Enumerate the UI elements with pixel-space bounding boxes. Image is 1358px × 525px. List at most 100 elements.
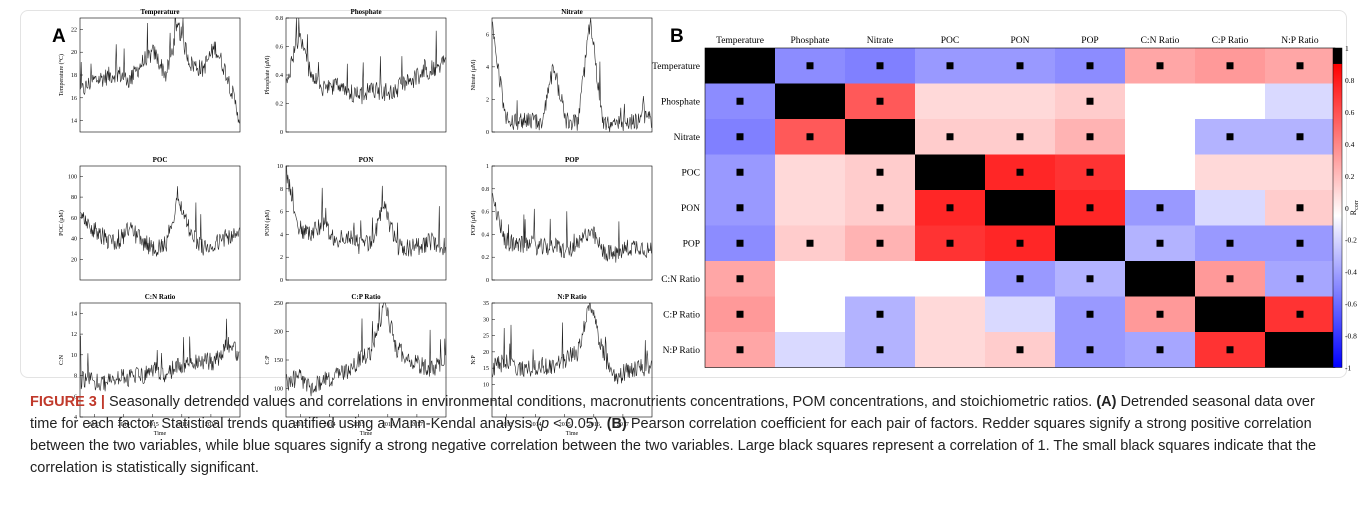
y-tick-label: 250 bbox=[274, 301, 283, 307]
x-tick-label: 2016 bbox=[176, 422, 188, 428]
y-tick-label: 6 bbox=[280, 210, 283, 216]
significance-marker bbox=[806, 133, 814, 141]
y-tick-label: 2 bbox=[486, 97, 489, 103]
x-tick-label: 2013 bbox=[295, 422, 307, 428]
subplot-title: C:P Ratio bbox=[351, 293, 381, 301]
significance-marker bbox=[876, 310, 884, 318]
y-axis-label: POP (μM) bbox=[470, 211, 477, 236]
significance-marker bbox=[736, 168, 744, 176]
row-label-c-p-ratio: C:P Ratio bbox=[663, 310, 700, 320]
heatmap-cell-nitrate-nitrate bbox=[845, 119, 915, 155]
y-axis-label: Temperature (°C) bbox=[58, 54, 65, 96]
heatmap-cell-c-n-ratio-nitrate bbox=[845, 261, 915, 297]
y-axis-label: C:N bbox=[59, 354, 65, 365]
series-line-phosphate bbox=[286, 17, 446, 105]
significance-marker bbox=[876, 239, 884, 247]
subplot-temperature: Temperature 14 16 18 20 22 Temperature (°C) bbox=[58, 8, 241, 133]
x-tick-label: 2014 bbox=[530, 422, 542, 428]
y-tick-label: 0.8 bbox=[276, 16, 284, 22]
significance-marker bbox=[946, 133, 954, 141]
y-axis-label: Phosphate (μM) bbox=[264, 56, 271, 95]
significance-marker bbox=[1016, 239, 1024, 247]
colorbar-top-black bbox=[1333, 48, 1342, 64]
significance-marker bbox=[1296, 204, 1304, 212]
row-label-temperature: Temperature bbox=[652, 62, 700, 72]
colorbar-gradient-bar bbox=[1333, 63, 1342, 368]
colorbar-label-subscript: corr bbox=[1354, 200, 1358, 210]
y-tick-label: 0 bbox=[486, 278, 489, 284]
panel-b-label: B bbox=[670, 26, 684, 47]
y-axis-label: Nitrate (μM) bbox=[470, 60, 477, 91]
series-line-nitrate bbox=[492, 17, 652, 132]
subplot-poc: POC 20 40 60 80 100 POC (μM) bbox=[58, 156, 241, 281]
row-label-pop: POP bbox=[683, 239, 700, 249]
heatmap-cell-nitrate-c-n-ratio bbox=[1125, 119, 1195, 155]
subplot-n-p-ratio: N:P Ratio 5 10 15 20 25 30 35 2013 2014 2015 2016 20… bbox=[471, 293, 653, 437]
significance-marker bbox=[736, 346, 744, 354]
column-label-pon: PON bbox=[1010, 36, 1029, 46]
significance-marker bbox=[1016, 346, 1024, 354]
y-tick-label: 25 bbox=[483, 334, 489, 340]
x-tick-label: 2014 bbox=[118, 422, 130, 428]
colorbar-tick-label: 0 bbox=[1345, 204, 1349, 213]
subplot-axes-box bbox=[491, 302, 653, 418]
significance-marker bbox=[1016, 275, 1024, 283]
heatmap-cell-c-p-ratio-poc bbox=[915, 296, 985, 332]
significance-marker bbox=[1226, 133, 1234, 141]
subplot-phosphate: Phosphate 0 0.2 0.4 0.6 0.8 Phosphate (μM) bbox=[264, 8, 447, 136]
significance-marker bbox=[1296, 239, 1304, 247]
significance-marker bbox=[1016, 133, 1024, 141]
significance-marker bbox=[876, 168, 884, 176]
heatmap-cell-pon-pon bbox=[985, 190, 1055, 226]
significance-marker bbox=[1156, 239, 1164, 247]
y-tick-label: 4 bbox=[74, 415, 77, 421]
significance-marker bbox=[1016, 168, 1024, 176]
y-tick-label: 15 bbox=[483, 366, 489, 372]
caption-text-2: Detrended seasonal data over time for ea… bbox=[30, 394, 1315, 432]
heatmap-cell-c-p-ratio-pon bbox=[985, 296, 1055, 332]
y-tick-label: 40 bbox=[71, 237, 77, 243]
y-tick-label: 0.2 bbox=[482, 255, 490, 261]
subplot-axes-box bbox=[79, 302, 241, 418]
column-label-c-p-ratio: C:P Ratio bbox=[1212, 36, 1249, 46]
colorbar-tick-label: 1 bbox=[1345, 44, 1349, 53]
x-tick-label: 2016 bbox=[588, 422, 600, 428]
heatmap-cell-phosphate-n-p-ratio bbox=[1265, 83, 1335, 119]
significance-marker bbox=[946, 239, 954, 247]
significance-marker bbox=[1086, 275, 1094, 283]
significance-marker bbox=[736, 204, 744, 212]
heatmap-cell-n-p-ratio-poc bbox=[915, 332, 985, 368]
caption-p-symbol: p bbox=[541, 416, 550, 432]
y-tick-label: 100 bbox=[274, 387, 283, 393]
significance-marker bbox=[1296, 133, 1304, 141]
heatmap-cell-pon-phosphate bbox=[775, 190, 845, 226]
x-axis-label: Time bbox=[566, 431, 579, 437]
panel-a-label: A bbox=[52, 26, 66, 47]
x-tick-label: 2013 bbox=[501, 422, 513, 428]
subplot-pon: PON 0 2 4 6 8 10 PON (μM) bbox=[264, 156, 447, 284]
y-tick-label: 30 bbox=[483, 317, 489, 323]
colorbar-tick-label: 0.8 bbox=[1345, 76, 1355, 85]
heatmap-cell-phosphate-phosphate bbox=[775, 83, 845, 119]
significance-marker bbox=[1156, 346, 1164, 354]
x-tick-label: 2015 bbox=[147, 422, 159, 428]
heatmap-cell-phosphate-poc bbox=[915, 83, 985, 119]
y-tick-label: 0.8 bbox=[482, 187, 490, 193]
series-line-pon bbox=[286, 165, 446, 257]
series-line-pop bbox=[492, 193, 652, 263]
x-tick-label: 2015 bbox=[559, 422, 571, 428]
significance-marker bbox=[806, 62, 814, 70]
y-tick-label: 10 bbox=[71, 353, 77, 359]
row-label-c-n-ratio: C:N Ratio bbox=[661, 275, 700, 285]
y-tick-label: 5 bbox=[486, 399, 489, 405]
significance-marker bbox=[806, 239, 814, 247]
significance-marker bbox=[736, 97, 744, 105]
column-label-phosphate: Phosphate bbox=[790, 36, 829, 46]
x-axis-label: Time bbox=[360, 431, 373, 437]
heatmap-cell-n-p-ratio-phosphate bbox=[775, 332, 845, 368]
series-line-c-n-ratio bbox=[80, 318, 240, 392]
column-label-n-p-ratio: N:P Ratio bbox=[1281, 36, 1319, 46]
colorbar-tick-label: -0.4 bbox=[1345, 268, 1357, 277]
significance-marker bbox=[736, 310, 744, 318]
